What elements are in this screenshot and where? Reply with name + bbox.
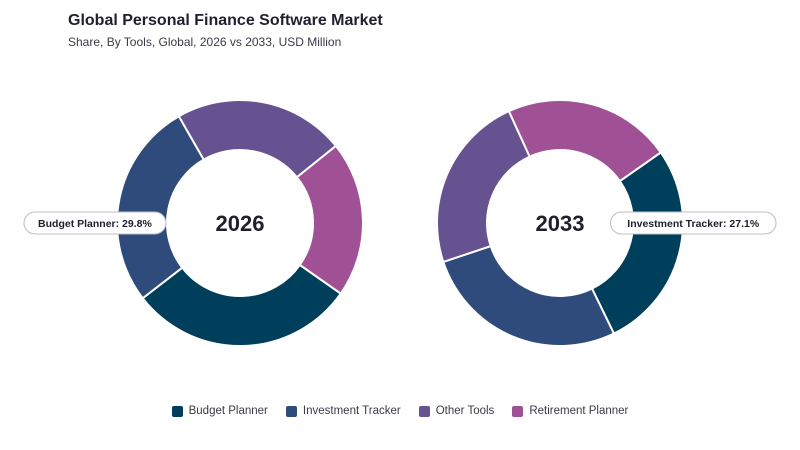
legend-item-other-tools[interactable]: Other Tools (418, 405, 495, 417)
slice-2026-retirement-planner[interactable] (295, 144, 364, 295)
center-label-2026: 2026 (216, 211, 265, 236)
legend-item-investment-tracker[interactable]: Investment Tracker (285, 405, 401, 417)
legend-item-retirement-planner[interactable]: Retirement Planner (512, 405, 628, 417)
legend-label: Investment Tracker (302, 405, 401, 417)
legend-label: Retirement Planner (529, 405, 629, 417)
legend-swatch (171, 405, 183, 417)
chart-title: Global Personal Finance Software Market (68, 12, 383, 29)
callout-pill (23, 211, 167, 235)
chart-subtitle: Share, By Tools, Global, 2026 vs 2033, U… (68, 35, 342, 49)
slice-2026-budget-planner[interactable] (141, 263, 343, 347)
slice-2026-investment-tracker[interactable] (116, 114, 206, 300)
callout-label: Investment Tracker: 27.1% (627, 218, 760, 230)
callout-label: Budget Planner: 29.8% (38, 218, 152, 230)
callout-pill (610, 211, 777, 235)
legend-swatch (512, 405, 524, 417)
slice-2033-other-tools[interactable] (436, 109, 531, 264)
legend-swatch (285, 405, 297, 417)
legend-swatch (418, 405, 430, 417)
legend-label: Other Tools (435, 405, 495, 417)
legend-item-budget-planner[interactable]: Budget Planner (171, 405, 268, 417)
legend-label: Budget Planner (188, 405, 268, 417)
slice-2033-investment-tracker[interactable] (442, 244, 616, 347)
legend: Budget Planner Investment Tracker Other … (0, 405, 800, 417)
slice-2033-retirement-planner[interactable] (507, 99, 663, 183)
slice-2033-budget-planner[interactable] (590, 151, 684, 335)
center-label-2033: 2033 (536, 211, 585, 236)
